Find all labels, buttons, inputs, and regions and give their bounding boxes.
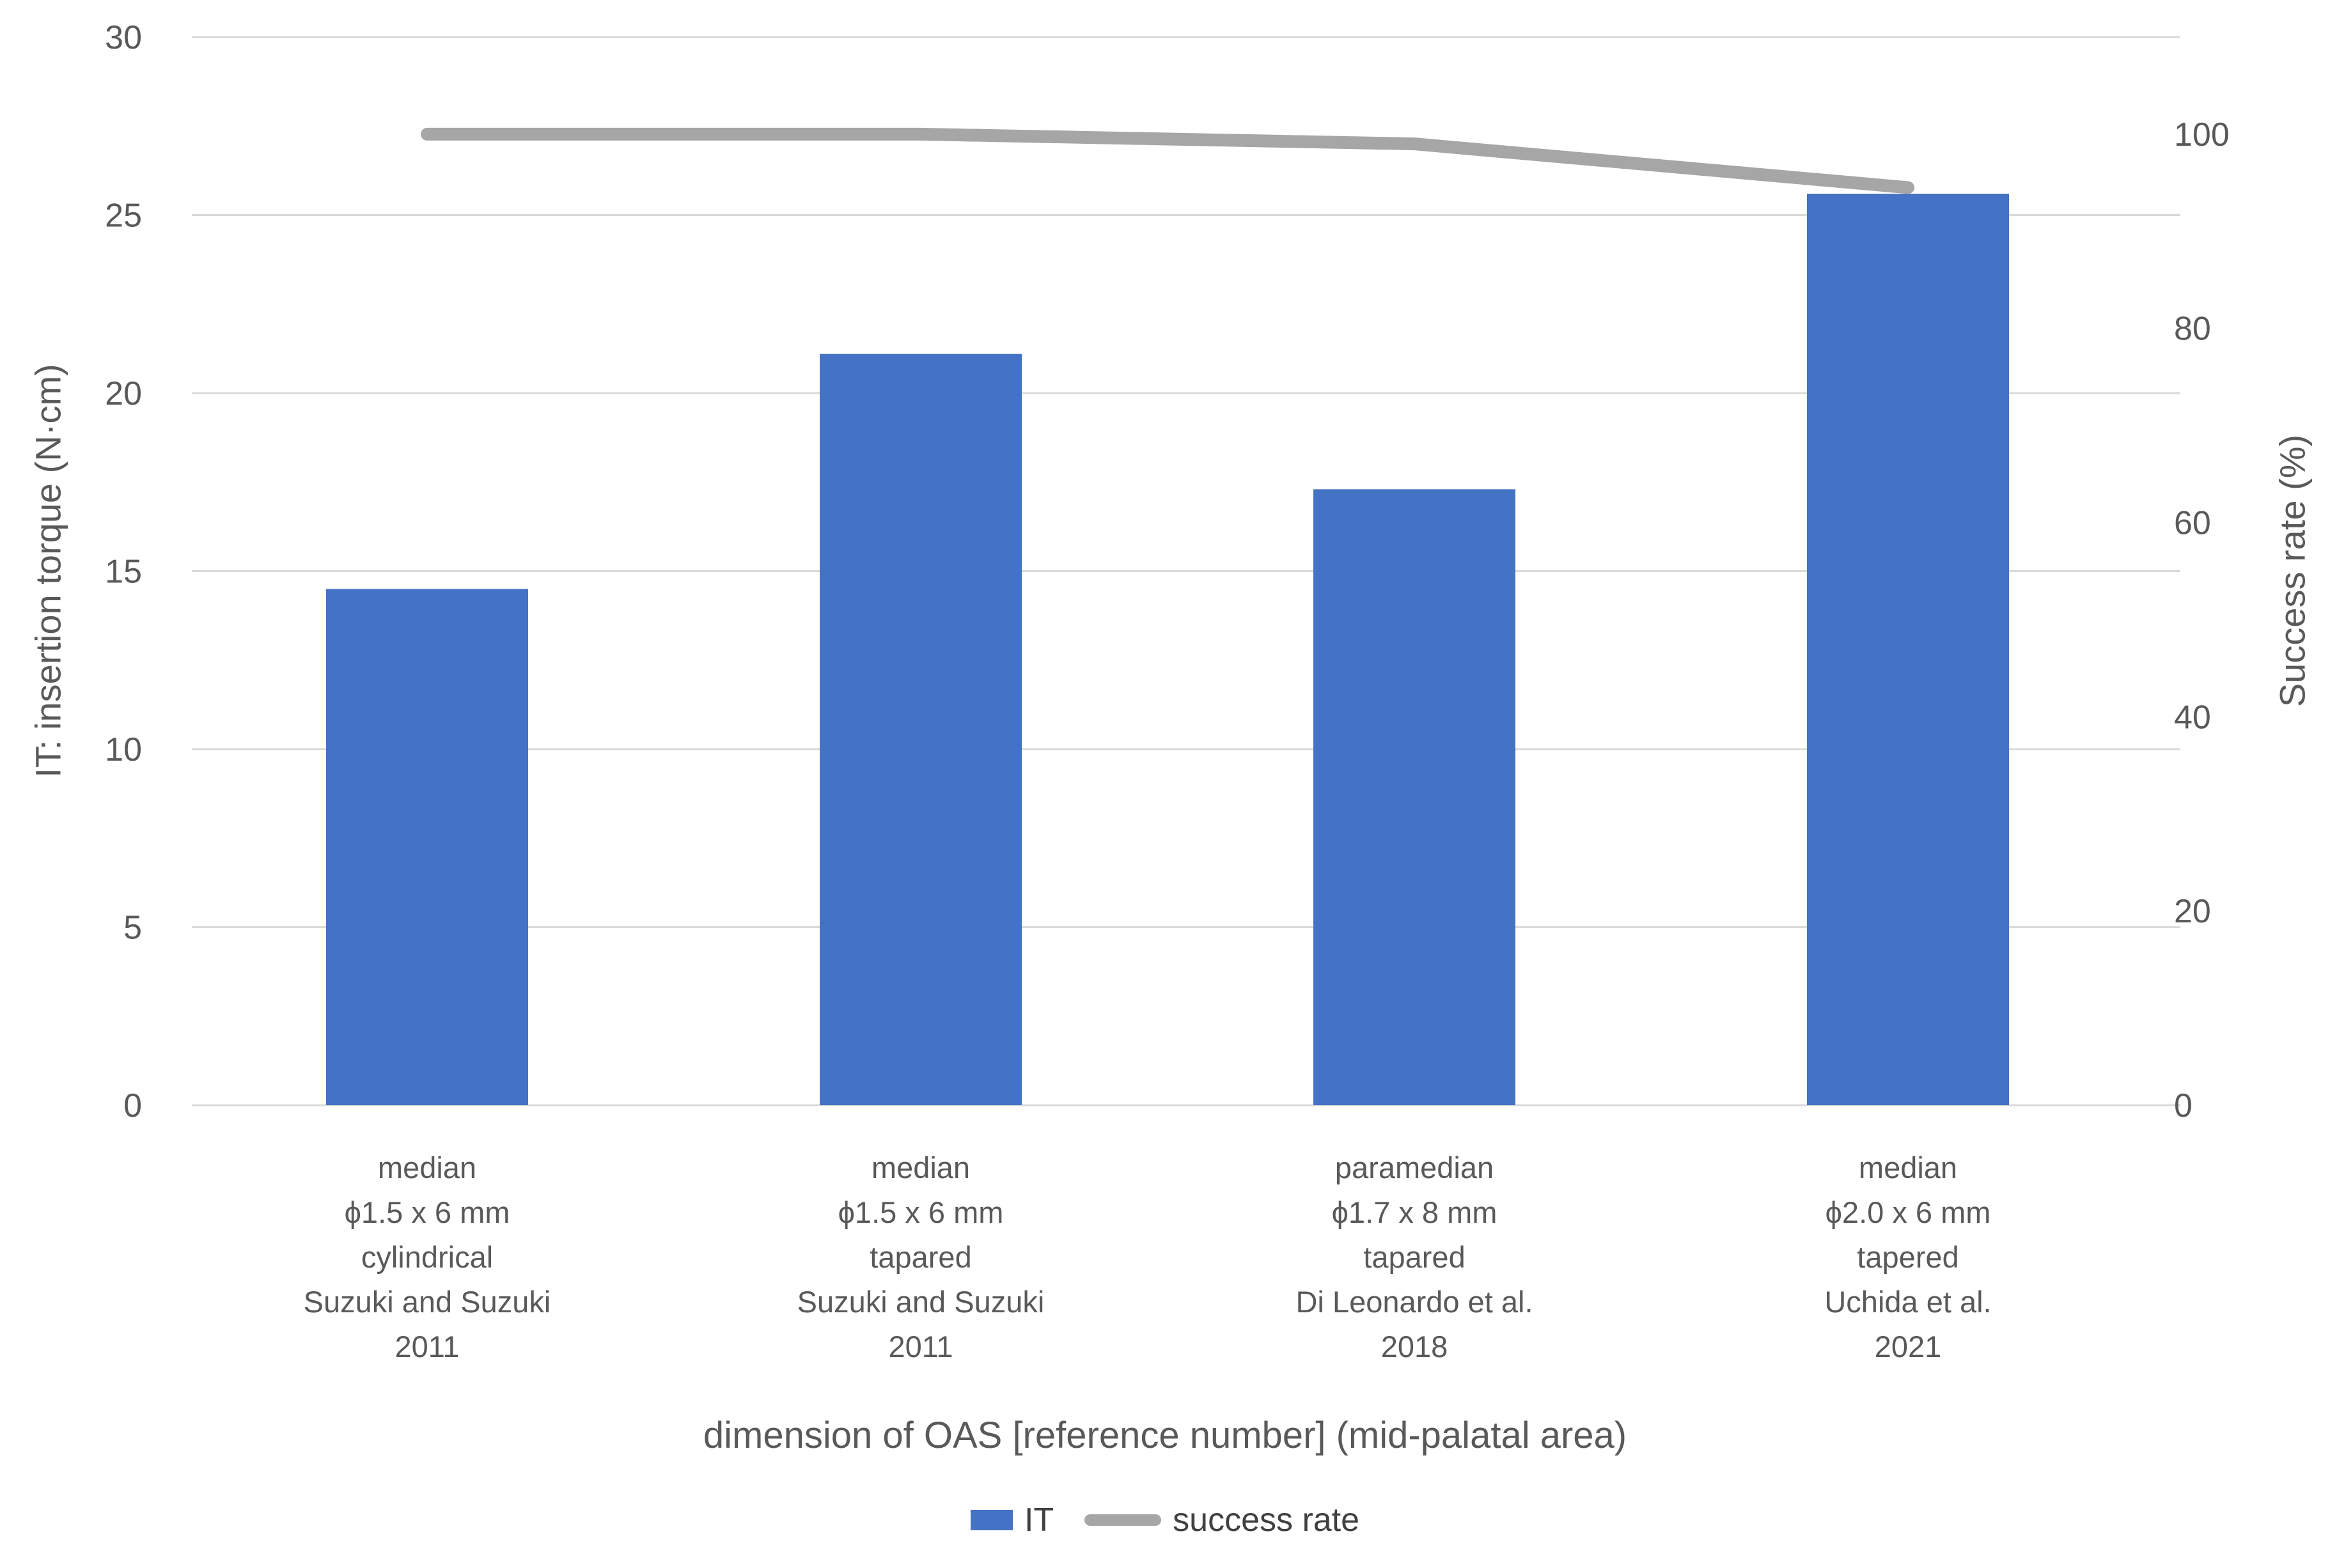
left-axis-tick-label: 10 bbox=[105, 731, 142, 768]
right-axis-tick-label: 60 bbox=[2174, 505, 2211, 542]
category-label: tapered bbox=[1857, 1240, 1959, 1274]
right-axis-tick-label: 80 bbox=[2174, 311, 2211, 348]
right-axis-tick-label: 20 bbox=[2174, 893, 2211, 930]
left-axis-tick-label: 0 bbox=[123, 1087, 142, 1124]
category-label: paramedian bbox=[1335, 1151, 1494, 1184]
it-bar bbox=[1313, 489, 1515, 1105]
category-label: ϕ2.0 x 6 mm bbox=[1826, 1195, 1991, 1229]
legend-it-swatch bbox=[970, 1510, 1013, 1530]
it-bar bbox=[820, 353, 1022, 1105]
category-label: ϕ1.7 x 8 mm bbox=[1332, 1195, 1497, 1229]
category-label: Suzuki and Suzuki bbox=[304, 1285, 551, 1319]
left-axis-tick-label: 25 bbox=[105, 198, 142, 235]
success-rate-line bbox=[421, 127, 1914, 194]
category-label: Uchida et al. bbox=[1824, 1285, 1991, 1319]
category-label: ϕ1.5 x 6 mm bbox=[345, 1195, 510, 1229]
category-label: Suzuki and Suzuki bbox=[797, 1285, 1045, 1319]
category-label: 2011 bbox=[888, 1330, 953, 1363]
it-bar bbox=[326, 589, 528, 1105]
category-label: 2018 bbox=[1381, 1330, 1448, 1363]
category-label: Di Leonardo et al. bbox=[1295, 1285, 1533, 1319]
category-label: tapared bbox=[870, 1240, 971, 1274]
right-axis-tick-label: 0 bbox=[2174, 1087, 2193, 1124]
right-axis-tick-label: 40 bbox=[2174, 699, 2211, 736]
category-label: tapared bbox=[1363, 1240, 1465, 1274]
category-label: median bbox=[1859, 1151, 1957, 1184]
left-axis-tick-label: 20 bbox=[105, 375, 142, 412]
category-label: cylindrical bbox=[361, 1240, 493, 1274]
category-label: median bbox=[378, 1151, 476, 1184]
left-axis-tick-label: 15 bbox=[105, 554, 142, 591]
category-label: median bbox=[872, 1151, 970, 1184]
left-axis-tick-label: 5 bbox=[123, 910, 142, 947]
category-label: ϕ1.5 x 6 mm bbox=[838, 1195, 1004, 1229]
legend-it-label: IT bbox=[1024, 1502, 1054, 1539]
left-axis-title: IT: insertion torque (N·cm) bbox=[27, 364, 68, 778]
right-axis-tick-label: 100 bbox=[2174, 116, 2230, 153]
left-axis-tick-label: 30 bbox=[105, 19, 142, 56]
legend-success-rate-swatch bbox=[1084, 1514, 1162, 1526]
legend: IT success rate bbox=[0, 1501, 2330, 1539]
x-axis-title: dimension of OAS [reference number] (mid… bbox=[703, 1415, 1627, 1456]
legend-success-rate-label: success rate bbox=[1173, 1502, 1360, 1539]
category-label: 2021 bbox=[1875, 1330, 1942, 1363]
it-bar bbox=[1807, 194, 2009, 1106]
right-axis-title: Success rate (%) bbox=[2272, 434, 2313, 708]
category-label: 2011 bbox=[395, 1330, 459, 1363]
